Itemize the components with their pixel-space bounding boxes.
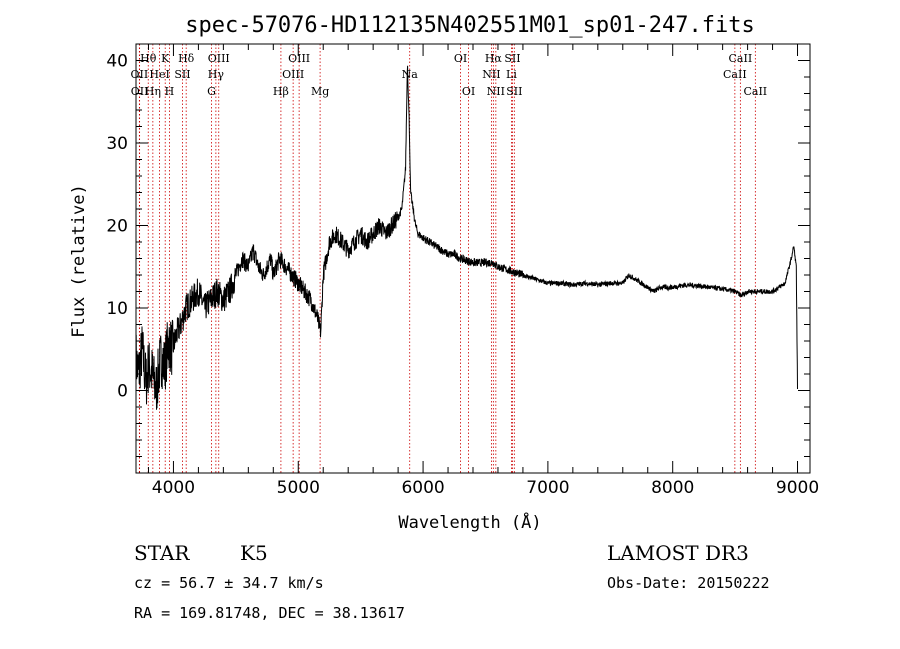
spectral-line-markers bbox=[138, 44, 756, 473]
spectral-line-label: SII bbox=[174, 68, 190, 81]
spectral-line-label: Na bbox=[402, 68, 419, 81]
spectral-line-label: CaII bbox=[723, 68, 747, 81]
object-class: STAR bbox=[134, 541, 190, 565]
spectral-line-label: OIII bbox=[288, 52, 310, 65]
x-tick-label: 6000 bbox=[401, 478, 444, 498]
spectral-line-label: OI bbox=[462, 85, 475, 98]
spectral-line-label: HeI bbox=[149, 68, 169, 81]
x-tick-label: 9000 bbox=[776, 478, 819, 498]
spectral-line-label: OII bbox=[131, 85, 149, 98]
chart-title: spec-57076-HD112135N402551M01_sp01-247.f… bbox=[185, 13, 755, 38]
spectral-line-label: Hα bbox=[485, 52, 503, 65]
spectral-line-label: Li bbox=[506, 68, 517, 81]
spectral-line-label: CaII bbox=[743, 85, 767, 98]
y-tick-label: 40 bbox=[106, 52, 128, 72]
axes: 4000 5000 6000 7000 8000 9000 0 10 20 30 40 bbox=[106, 43, 819, 498]
spectral-line-label: OIII bbox=[282, 68, 304, 81]
spectral-line-label: OIII bbox=[208, 52, 230, 65]
spectral-line-label: Hδ bbox=[178, 52, 195, 65]
spectral-line-label: SII bbox=[504, 52, 520, 65]
y-tick-label: 20 bbox=[106, 217, 128, 237]
y-tick-label: 10 bbox=[106, 299, 128, 319]
survey-name: LAMOST DR3 bbox=[607, 541, 749, 565]
obs-date: Obs-Date: 20150222 bbox=[607, 574, 770, 592]
spectral-line-label: NII bbox=[482, 68, 500, 81]
redshift-info: cz = 56.7 ± 34.7 km/s bbox=[134, 574, 324, 592]
spectral-line-label: CaII bbox=[729, 52, 753, 65]
x-tick-label: 7000 bbox=[526, 478, 569, 498]
coordinates: RA = 169.81748, DEC = 38.13617 bbox=[134, 604, 405, 622]
subclass: K5 bbox=[240, 541, 268, 565]
spectral-line-label: OII bbox=[131, 68, 149, 81]
x-tick-label: 8000 bbox=[651, 478, 694, 498]
spectral-line-label: Hβ bbox=[273, 85, 289, 98]
x-axis-label: Wavelength (Å) bbox=[398, 511, 541, 533]
spectral-line-label: Hθ bbox=[140, 52, 157, 65]
spectral-line-label: H bbox=[165, 85, 175, 98]
spectral-line-label: Mg bbox=[311, 85, 329, 98]
x-tick-label: 5000 bbox=[277, 478, 320, 498]
spectral-line-label: G bbox=[207, 85, 216, 98]
spectral-line-label: Hη bbox=[145, 85, 161, 98]
y-axis-label: Flux (relative) bbox=[69, 184, 89, 338]
plot-frame bbox=[135, 43, 811, 474]
spectral-line-label: SII bbox=[506, 85, 522, 98]
spectral-line-label: NII bbox=[487, 85, 505, 98]
spectral-line-label: OI bbox=[454, 52, 467, 65]
spectral-line-label: Hγ bbox=[208, 68, 225, 81]
y-tick-label: 0 bbox=[117, 382, 128, 402]
spectrum-line bbox=[135, 65, 798, 410]
x-tick-label: 4000 bbox=[152, 478, 195, 498]
y-tick-label: 30 bbox=[106, 134, 128, 154]
spectral-line-label: K bbox=[161, 52, 170, 65]
